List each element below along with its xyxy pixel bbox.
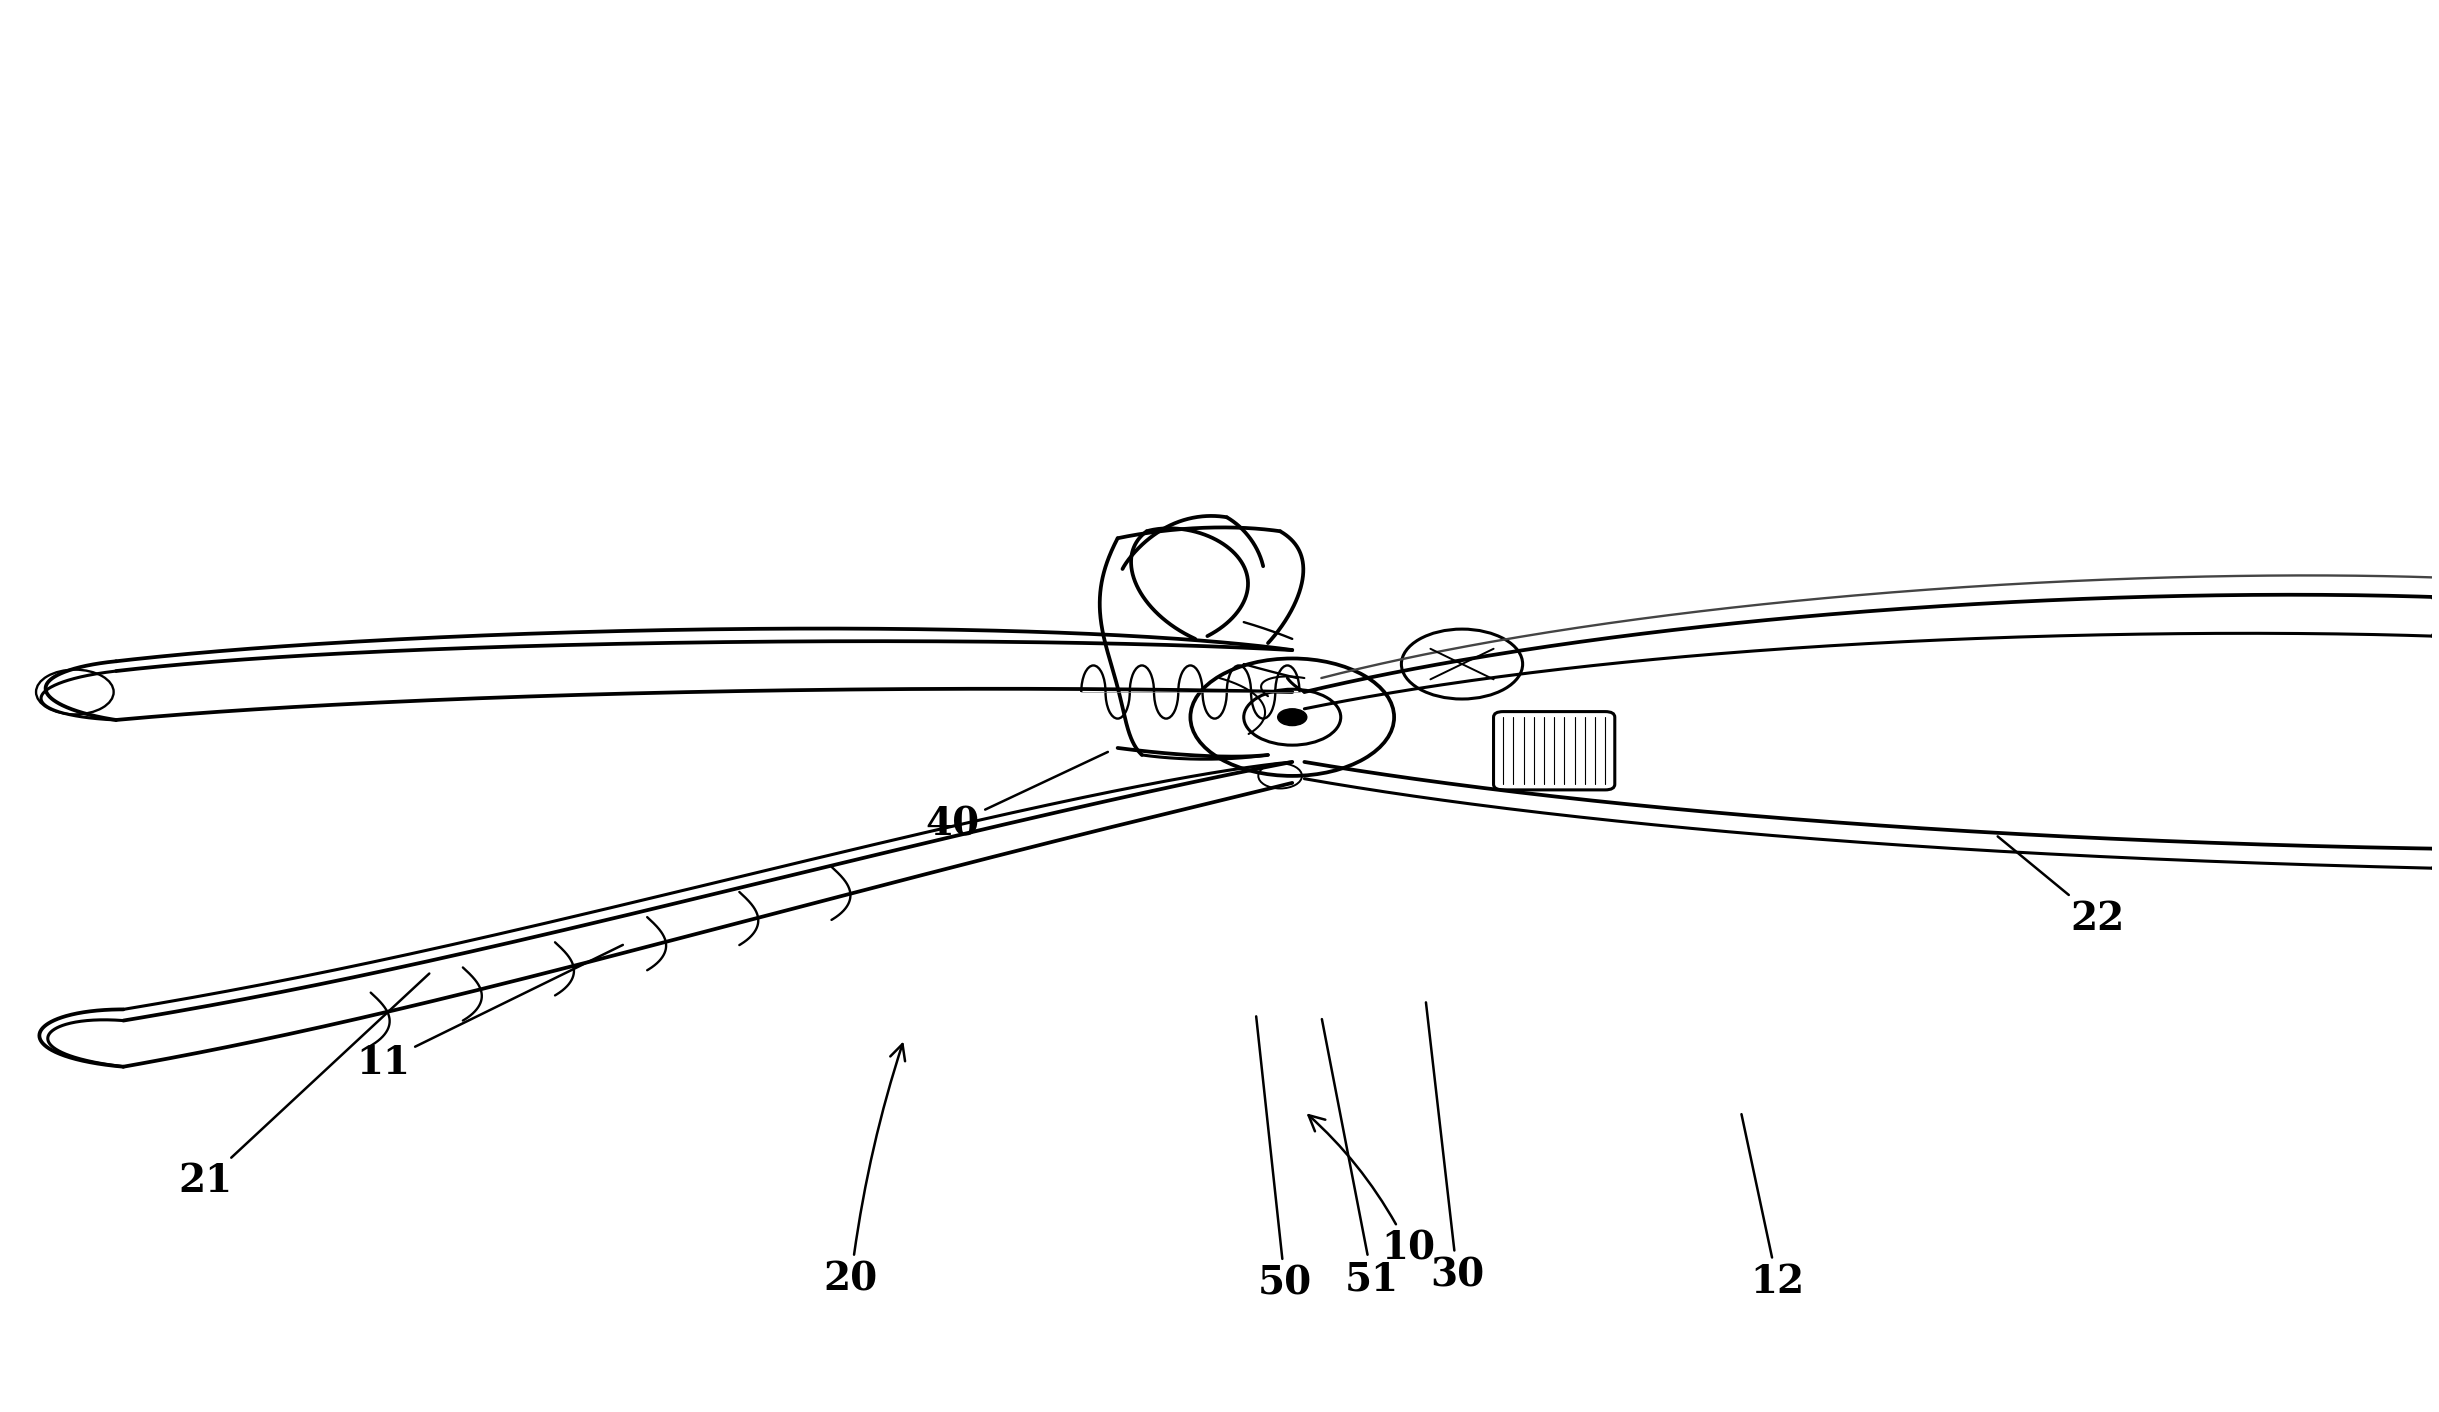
Text: 50: 50 xyxy=(1256,1017,1312,1302)
Text: 20: 20 xyxy=(824,1043,905,1298)
Text: 21: 21 xyxy=(178,973,429,1200)
Text: 30: 30 xyxy=(1427,1003,1485,1293)
Text: 10: 10 xyxy=(1310,1115,1437,1268)
Text: 22: 22 xyxy=(1998,836,2124,938)
Circle shape xyxy=(1278,709,1307,726)
Text: 51: 51 xyxy=(1322,1019,1400,1298)
Text: 40: 40 xyxy=(927,753,1107,844)
Text: 11: 11 xyxy=(356,945,622,1082)
Text: 12: 12 xyxy=(1741,1114,1805,1300)
